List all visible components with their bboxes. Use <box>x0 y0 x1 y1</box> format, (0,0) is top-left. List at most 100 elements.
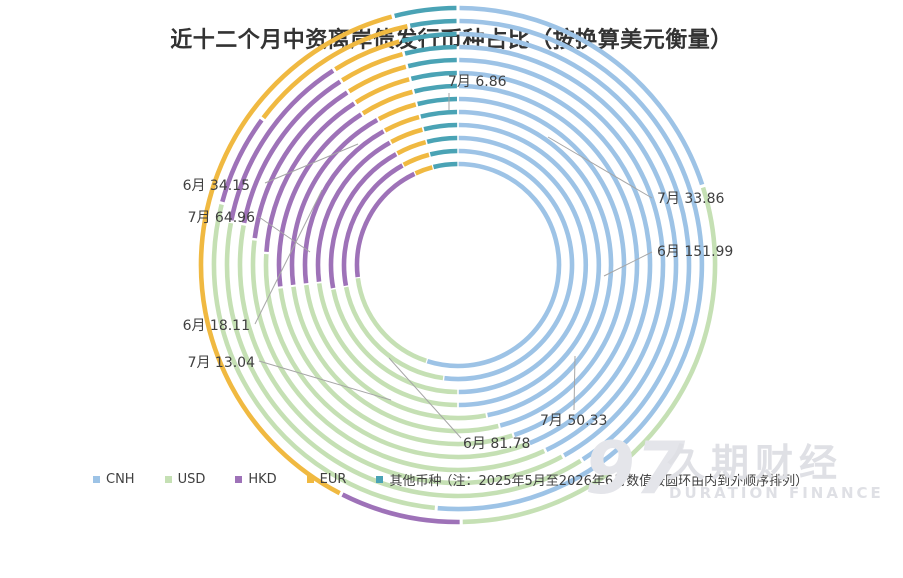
chart-legend: CNH USD HKD EUR 其他币种 （注：2025年5月至2026年6月数值按圆环由… <box>93 470 808 489</box>
ring-6-segment-usd <box>291 286 499 434</box>
annotation-leader-line <box>254 189 323 325</box>
legend-label: 其他币种 <box>389 474 442 489</box>
ring-10-segment-hkd <box>241 79 342 224</box>
ring-7-segment-usd <box>278 288 513 447</box>
ring-8-segment-other <box>410 70 457 81</box>
annotation-label: 6月 151.99 <box>657 244 733 260</box>
legend-item-usd: USD <box>164 472 206 487</box>
annotation-label: 7月 64.96 <box>188 210 256 226</box>
legend-item-other: 其他币种 （注：2025年5月至2026年6月数值按圆环由内到外顺序排列） <box>376 470 808 489</box>
ring-6-segment-eur <box>377 102 417 122</box>
ring-5-segment-eur <box>384 114 420 133</box>
annotation-leader-line <box>388 357 462 439</box>
legend-swatch <box>376 476 384 483</box>
ring-8-segment-hkd <box>264 101 356 252</box>
legend-label: HKD <box>248 472 277 487</box>
annotation-label: 6月 34.15 <box>183 178 250 194</box>
ring-13-segment-hkd <box>341 492 460 525</box>
legend-swatch <box>235 476 243 483</box>
ring-2-segment-cnh <box>444 148 575 382</box>
chart-annotations: 7月 6.86 7月 33.86 6月 151.99 7月 50.33 6月 81.78… <box>183 74 734 452</box>
ring-12-segment-eur <box>261 24 408 120</box>
ring-13-segment-cnh <box>459 5 705 186</box>
ring-8-segment-cnh <box>459 70 653 446</box>
ring-11-segment-hkd <box>229 68 335 221</box>
ring-3-segment-other <box>426 135 458 145</box>
ring-3-segment-hkd <box>328 152 398 289</box>
ring-9-segment-cnh <box>459 57 666 453</box>
ring-1-segment-cnh <box>426 161 562 369</box>
legend-item-cnh: CNH <box>93 472 135 487</box>
annotation-leader-line <box>264 143 359 184</box>
ring-10-segment-cnh <box>459 44 679 458</box>
ring-11-segment-usd <box>224 222 582 499</box>
ring-13-segment-usd <box>462 186 718 525</box>
ring-4-segment-usd <box>316 283 458 408</box>
ring-9-segment-eur <box>347 64 407 94</box>
ring-12-segment-cnh <box>437 18 705 512</box>
ring-1-segment-usd <box>355 277 427 364</box>
ring-7-segment-cnh <box>459 83 640 438</box>
ring-8-segment-usd <box>263 253 529 460</box>
ring-4-segment-cnh <box>458 122 602 408</box>
legend-item-eur: EUR <box>306 472 347 487</box>
legend-item-hkd: HKD <box>235 472 277 487</box>
ring-5-segment-cnh <box>458 109 614 418</box>
annotation-leader-line <box>547 136 653 199</box>
ring-4-segment-hkd <box>315 140 391 282</box>
ring-7-segment-other <box>413 83 457 94</box>
annotation-label: 7月 50.33 <box>540 413 607 429</box>
legend-label: USD <box>177 472 206 487</box>
ring-7-segment-hkd <box>276 112 363 287</box>
ring-4-segment-other <box>423 122 458 132</box>
ring-12-segment-usd <box>211 203 436 511</box>
ring-1-segment-hkd <box>354 171 416 278</box>
ring-3-segment-usd <box>331 289 458 395</box>
legend-swatch <box>306 476 314 483</box>
ring-10-segment-usd <box>237 225 563 486</box>
annotation-label: 7月 6.86 <box>448 74 507 90</box>
annotation-label: 7月 33.86 <box>657 191 725 207</box>
legend-label: CNH <box>106 472 135 487</box>
ring-10-segment-other <box>404 44 457 56</box>
annotation-label: 6月 18.11 <box>183 318 250 334</box>
ring-6-segment-other <box>417 96 458 107</box>
ring-1-segment-eur <box>414 165 433 176</box>
ring-9-segment-other <box>407 57 457 69</box>
ring-3-segment-eur <box>396 139 427 156</box>
ring-1-segment-other <box>432 161 458 170</box>
ring-4-segment-eur <box>390 127 423 144</box>
ring-12-segment-other <box>409 18 457 28</box>
ring-3-segment-cnh <box>458 135 588 395</box>
legend-ring-order-note: （注：2025年5月至2026年6月数值按圆环由内到外顺序排列） <box>439 474 809 489</box>
ring-5-segment-other <box>420 109 458 119</box>
ring-9-segment-usd <box>250 240 546 473</box>
annotation-leader-line <box>258 216 311 253</box>
ring-5-segment-usd <box>304 284 487 421</box>
ring-11-segment-cnh <box>459 31 692 462</box>
ring-5-segment-hkd <box>302 129 385 284</box>
ring-8-segment-eur <box>354 77 410 105</box>
annotation-label: 7月 13.04 <box>188 355 256 371</box>
ring-11-segment-eur <box>334 39 400 72</box>
legend-swatch <box>93 476 100 483</box>
ring-6-segment-hkd <box>289 118 379 286</box>
annotation-leader-line <box>573 355 576 411</box>
annotation-label: 6月 81.78 <box>463 436 530 452</box>
ring-12-segment-hkd <box>220 118 264 203</box>
ring-2-segment-hkd <box>341 163 404 287</box>
legend-label: EUR <box>319 472 347 487</box>
chart-rings <box>198 5 718 525</box>
ring-7-segment-eur <box>361 89 414 116</box>
legend-swatch <box>164 476 172 483</box>
ring-2-segment-usd <box>343 286 444 381</box>
annotation-leader-line <box>603 251 653 277</box>
ring-10-segment-eur <box>341 51 404 83</box>
annotation-leader-line <box>258 360 392 401</box>
ring-11-segment-other <box>401 31 457 44</box>
ring-6-segment-cnh <box>458 96 627 428</box>
ring-2-segment-eur <box>402 152 430 167</box>
ring-13-segment-other <box>394 5 457 19</box>
ring-13-segment-eur <box>198 14 393 496</box>
